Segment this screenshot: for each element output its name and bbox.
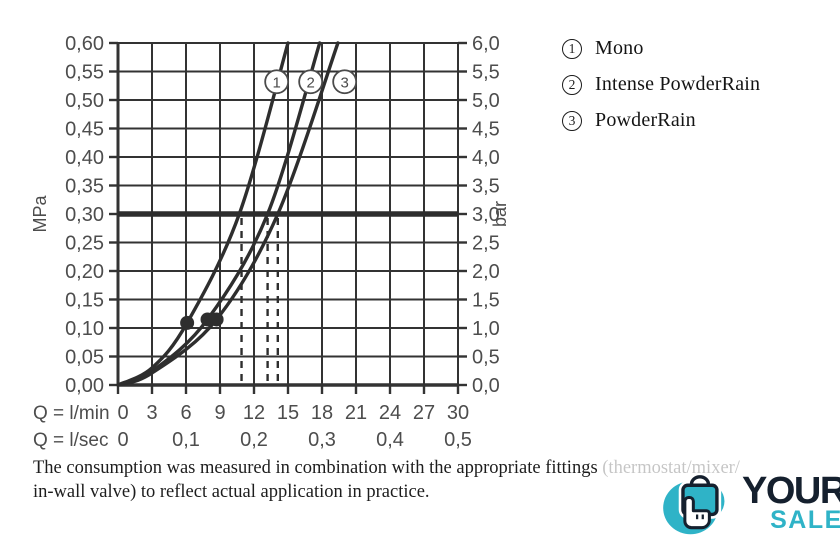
x-tick-label-lsec: 0 (117, 429, 128, 451)
y-tick-label-mpa: 0,50 (65, 90, 104, 112)
logo-word-your: YOUR (742, 470, 840, 512)
x-axis-unit-lsec: Q = l/sec (33, 430, 109, 451)
y-tick-label-bar: 6,0 (472, 33, 500, 55)
y-tick-label-bar: 1,5 (472, 290, 500, 312)
legend: 1 Mono 2 Intense PowderRain 3 PowderRain (562, 37, 760, 132)
legend-label-powderrain: PowderRain (595, 109, 696, 131)
curve-marker-dot-3 (209, 312, 224, 327)
x-tick-label-lmin: 15 (277, 402, 299, 424)
y-tick-label-mpa: 0,15 (65, 290, 104, 312)
y-tick-label-mpa: 0,30 (65, 204, 104, 226)
y-tick-label-mpa: 0,20 (65, 261, 104, 283)
y-tick-label-bar: 1,0 (472, 318, 500, 340)
legend-number-2-icon: 2 (562, 74, 582, 95)
y-tick-label-bar: 2,0 (472, 261, 500, 283)
x-tick-label-lsec: 0,2 (240, 429, 268, 451)
curve-marker-dot-1 (180, 315, 195, 330)
legend-item-mono: 1 Mono (562, 37, 760, 60)
y-tick-label-mpa: 0,35 (65, 176, 104, 198)
footnote-line-2: in-wall valve) to reflect actual applica… (33, 481, 430, 502)
y-tick-label-bar: 4,0 (472, 147, 500, 169)
shopping-bag-hand-icon (663, 473, 725, 535)
curve-label-circle-1 (264, 69, 290, 95)
y-tick-label-mpa: 0,00 (65, 375, 104, 397)
logo-text: YOUR SALE (742, 470, 840, 534)
x-tick-label-lmin: 27 (413, 402, 435, 424)
curve-label-number-1: 1 (272, 74, 280, 91)
footnote: The consumption was measured in combinat… (33, 457, 828, 504)
y-tick-label-bar: 5,0 (472, 90, 500, 112)
x-tick-label-lsec: 0,3 (308, 429, 336, 451)
curve-3 (116, 41, 340, 387)
x-tick-label-lmin: 12 (243, 402, 265, 424)
curve-label-circle-3 (332, 69, 358, 95)
x-tick-label-lmin: 30 (447, 402, 469, 424)
x-tick-label-lmin: 3 (146, 402, 157, 424)
legend-number-3-icon: 3 (562, 110, 582, 131)
flow-pressure-chart: 0,60 6,00,55 5,50,50 5,00,45 4,50,40 4,00,35 3… (30, 33, 510, 451)
y-tick-label-mpa: 0,25 (65, 233, 104, 255)
legend-item-intense-powderrain: 2 Intense PowderRain (562, 73, 760, 96)
curve-label-number-3: 3 (340, 74, 348, 91)
y-tick-label-mpa: 0,55 (65, 62, 104, 84)
footnote-erased-text: (thermostat/mixer/ (602, 458, 740, 478)
x-tick-label-lmin: 9 (214, 402, 225, 424)
legend-number-1-icon: 1 (562, 38, 582, 59)
x-tick-label-lmin: 21 (345, 402, 367, 424)
x-tick-label-lsec: 0,5 (444, 429, 472, 451)
legend-item-powderrain: 3 PowderRain (562, 109, 760, 132)
legend-label-mono: Mono (595, 37, 644, 59)
x-tick-label-lmin: 24 (379, 402, 401, 424)
footnote-line-1: The consumption was measured in combinat… (33, 457, 828, 481)
y-tick-label-bar: 0,0 (472, 375, 500, 397)
y-tick-label-mpa: 0,05 (65, 347, 104, 369)
curve-1 (116, 41, 290, 387)
legend-label-intense-powderrain: Intense PowderRain (595, 73, 761, 95)
y-tick-label-bar: 0,5 (472, 347, 500, 369)
logo-word-sale: SALE (770, 506, 840, 534)
x-tick-label-lmin: 18 (311, 402, 333, 424)
y-tick-label-mpa: 0,10 (65, 318, 104, 340)
x-axis-unit-lmin: Q = l/min (33, 403, 110, 424)
x-tick-label-lsec: 0,1 (172, 429, 200, 451)
x-tick-label-lmin: 0 (117, 402, 128, 424)
footnote-line-1-text: The consumption was measured in combinat… (33, 458, 603, 478)
y-tick-label-bar: 5,5 (472, 62, 500, 84)
y-tick-label-bar: 4,5 (472, 119, 500, 141)
y-tick-label-bar: 3,5 (472, 176, 500, 198)
y-tick-label-bar: 2,5 (472, 233, 500, 255)
curve-label-circle-2 (298, 69, 324, 95)
y-tick-label-mpa: 0,45 (65, 119, 104, 141)
y-tick-label-mpa: 0,60 (65, 33, 104, 55)
x-tick-label-lmin: 6 (180, 402, 191, 424)
curve-label-number-2: 2 (306, 74, 314, 91)
y-axis-unit-bar: bar (490, 201, 510, 227)
y-axis-unit-mpa: MPa (30, 195, 50, 233)
yoursale-logo: YOUR SALE (658, 470, 840, 539)
y-tick-label-bar: 3,0 (472, 204, 500, 226)
y-tick-label-mpa: 0,40 (65, 147, 104, 169)
x-tick-label-lsec: 0,4 (376, 429, 404, 451)
